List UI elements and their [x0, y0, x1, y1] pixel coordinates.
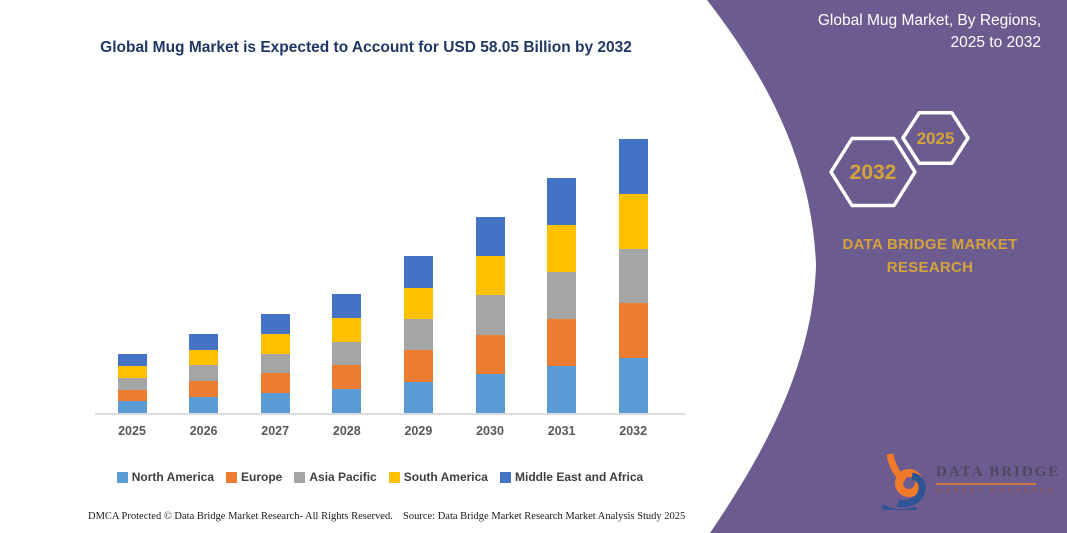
legend-label: Asia Pacific: [309, 470, 377, 484]
x-axis-label: 2027: [261, 424, 290, 438]
bar-segment: [475, 334, 505, 374]
bar-segment: [547, 271, 577, 319]
x-axis-label: 2031: [547, 424, 576, 438]
bar-segment: [547, 365, 577, 413]
bar-segment: [403, 350, 433, 382]
bar-segment: [117, 366, 147, 378]
x-axis-label: 2026: [189, 424, 218, 438]
bar-segment: [117, 389, 147, 402]
x-axis-label: 2030: [476, 424, 504, 438]
legend-item: Asia Pacific: [294, 470, 377, 484]
bar-segment: [117, 377, 147, 390]
bar-segment: [332, 317, 362, 342]
bar-segment: [260, 333, 290, 354]
bar-segment: [475, 295, 505, 335]
bar-segment: [260, 393, 290, 413]
bar-segment: [403, 287, 433, 319]
bar-segment: [332, 365, 362, 390]
bar-segment: [618, 303, 648, 359]
bar-segment: [332, 294, 362, 318]
legend-swatch: [294, 471, 306, 483]
legend-item: South America: [388, 470, 488, 484]
bar-segment: [547, 318, 577, 366]
bar-segment: [618, 358, 648, 413]
legend-swatch: [226, 471, 238, 483]
bar-segment: [189, 333, 219, 350]
legend-label: South America: [403, 470, 488, 484]
x-axis-label: 2028: [332, 424, 361, 438]
bar-segment: [332, 389, 362, 413]
x-axis-line: [95, 413, 685, 415]
legend-item: Middle East and Africa: [499, 470, 644, 484]
bar-segment: [403, 256, 433, 288]
legend-swatch: [388, 471, 400, 483]
x-axis-label: 2029: [404, 424, 433, 438]
x-axis-label: 2025: [118, 424, 146, 438]
dmca-notice: DMCA Protected © Data Bridge Market Rese…: [88, 511, 393, 522]
legend-item: North America: [116, 470, 215, 484]
x-axis-label: 2032: [619, 424, 648, 438]
bar-segment: [332, 341, 362, 366]
chart-legend: North America Europe Asia Pacific South Ame…: [75, 470, 685, 484]
legend-label: Middle East and Africa: [514, 470, 644, 484]
legend-swatch: [499, 471, 511, 483]
legend-label: North America: [131, 470, 215, 484]
chart-title: Global Mug Market is Expected to Account…: [100, 39, 632, 56]
legend-swatch: [116, 471, 128, 483]
bar-segment: [618, 139, 648, 194]
bar-segment: [403, 381, 433, 413]
bar-segment: [260, 353, 290, 374]
stacked-bar-chart: 2025 2026 2027 2028 2029 2030 2031 2032: [95, 139, 685, 438]
bar-segment: [117, 354, 147, 367]
bar-segment: [189, 381, 219, 398]
bar-segment: [547, 224, 577, 272]
bar-segment: [547, 177, 577, 225]
bar-segment: [618, 248, 648, 304]
legend-item: Europe: [226, 470, 282, 484]
bar-segment: [475, 256, 505, 296]
bar-segment: [260, 373, 290, 394]
legend-label: Europe: [241, 470, 283, 484]
bar-segment: [189, 365, 219, 382]
bar-segment: [189, 349, 219, 366]
source-note: Source: Data Bridge Market Research Mark…: [403, 511, 686, 522]
bar-segment: [189, 397, 219, 413]
bar-segment: [403, 318, 433, 351]
bar-segment: [618, 193, 648, 249]
bar-segment: [475, 217, 505, 257]
bar-segment: [260, 313, 290, 334]
bar-segment: [475, 373, 505, 413]
bar-segment: [117, 401, 147, 413]
footer: DMCA Protected © Data Bridge Market Rese…: [0, 511, 700, 527]
